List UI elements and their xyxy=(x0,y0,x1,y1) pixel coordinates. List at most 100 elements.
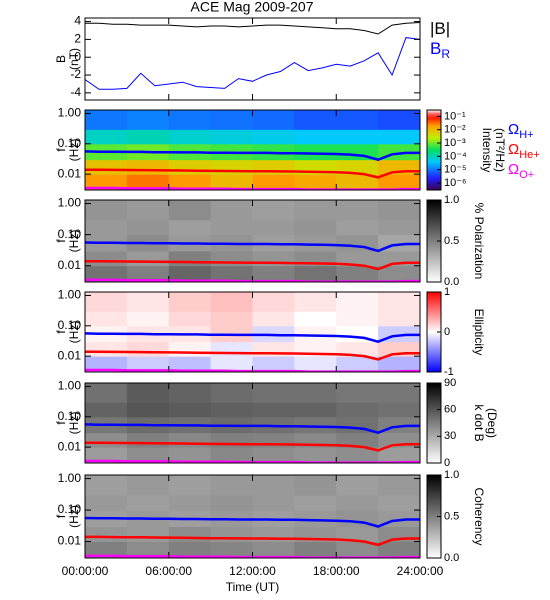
y-tick-label: 4 xyxy=(74,14,81,28)
legend-entry: ΩHe+ xyxy=(508,141,540,161)
heatmap-cell xyxy=(85,292,128,312)
heatmap-cell xyxy=(126,200,170,221)
colorbar xyxy=(426,382,442,464)
heatmap-cell xyxy=(252,174,295,190)
heatmap-cell xyxy=(85,159,128,175)
y-tick-label: 0.10 xyxy=(58,318,82,332)
heatmap-cell xyxy=(378,200,420,221)
heatmap-cell xyxy=(378,219,420,236)
y-tick-label: 0.01 xyxy=(58,439,82,453)
heatmap-cell xyxy=(336,526,379,543)
y-tick-label: 0.01 xyxy=(58,258,82,272)
x-tick-label: 12:00:00 xyxy=(229,564,276,578)
colorbar-tick-label: 0 xyxy=(444,457,450,469)
y-axis-label: (Hz) xyxy=(67,230,81,253)
heatmap-cell xyxy=(85,402,128,418)
heatmap-cell xyxy=(210,526,253,543)
heatmap-cell xyxy=(294,292,337,312)
colorbar-label: Intensity xyxy=(480,128,494,173)
heatmap-cell xyxy=(252,265,295,282)
x-tick-label: 24:00:00 xyxy=(397,564,444,578)
y-tick-label: -2 xyxy=(70,67,81,81)
y-tick-label: 0.10 xyxy=(58,136,82,150)
colorbar-label: k dot B xyxy=(472,404,486,441)
heatmap-cell xyxy=(85,219,128,236)
heatmap-cell xyxy=(378,402,420,418)
heatmap-cell xyxy=(210,402,253,418)
chart-title: ACE Mag 2009-207 xyxy=(191,0,314,15)
heatmap-cell xyxy=(336,432,379,448)
heatmap-cell xyxy=(378,383,420,403)
plot-area xyxy=(85,475,420,558)
heatmap-cell xyxy=(336,250,379,267)
heatmap-cell xyxy=(168,292,212,312)
heatmap-cell xyxy=(126,447,170,463)
legend-entry: ΩH+ xyxy=(508,121,534,141)
heatmap-cell xyxy=(252,292,295,312)
heatmap-cell xyxy=(252,200,295,221)
colorbar-tick-label: 10⁻² xyxy=(444,124,466,136)
heatmap-cell xyxy=(252,402,295,418)
heatmap-cell xyxy=(378,495,420,511)
y-tick-label: 0.10 xyxy=(58,409,82,423)
heatmap-cell xyxy=(210,475,253,496)
x-axis-label: Time (UT) xyxy=(226,580,280,594)
heatmap-cell xyxy=(336,292,379,312)
heatmap-cell xyxy=(294,402,337,418)
heatmap-cell xyxy=(126,265,170,282)
heatmap-cell xyxy=(85,495,128,511)
heatmap-cell xyxy=(168,526,212,543)
panel: 90 60 30 0 k dot B (Deg) 1.00 0.10 0.01 f (Hz) xyxy=(54,377,499,469)
series-line xyxy=(85,350,420,361)
heatmap-cell xyxy=(168,219,212,236)
heatmap-cell xyxy=(294,541,337,558)
heatmap-cell xyxy=(336,475,379,496)
series-line xyxy=(85,332,420,344)
y-tick-label: 0 xyxy=(74,49,81,63)
heatmap-cell xyxy=(336,495,379,511)
heatmap-cell xyxy=(85,341,128,357)
colorbar-tick-label: 0 xyxy=(444,326,450,338)
y-tick-label: 1.00 xyxy=(58,196,82,210)
heatmap-cell xyxy=(294,416,337,434)
colorbar-label: Ellipticity xyxy=(472,309,486,356)
heatmap-cell xyxy=(85,447,128,463)
heatmap-cell xyxy=(126,250,170,267)
heatmap-cell xyxy=(168,475,212,496)
heatmap-cell xyxy=(252,311,295,327)
heatmap-cell xyxy=(168,311,212,327)
heatmap-cell xyxy=(378,265,420,282)
heatmap-cell xyxy=(294,129,337,145)
y-axis-label: f xyxy=(54,239,68,243)
heatmap-cell xyxy=(126,341,170,357)
panel: 10⁻¹ 10⁻²10⁻³10⁻⁴ 10⁻⁵10⁻⁶ Intensity (nT²/Hz… xyxy=(54,106,507,191)
y-tick-label: 0.10 xyxy=(58,502,82,516)
heatmap-cell xyxy=(85,356,128,372)
series-line xyxy=(85,423,420,435)
heatmap-cell xyxy=(210,356,253,372)
heatmap-cell xyxy=(210,383,253,403)
plot-area xyxy=(85,22,420,90)
heatmap-cell xyxy=(210,219,253,236)
heatmap-cell xyxy=(294,447,337,463)
heatmap-cell xyxy=(168,383,212,403)
heatmap-cell xyxy=(126,356,170,372)
heatmap-cell xyxy=(168,265,212,282)
y-tick-label: 1.00 xyxy=(58,471,82,485)
heatmap-cell xyxy=(126,129,170,145)
y-axis-label: (Hz) xyxy=(67,321,81,344)
x-tick-label: 06:00:00 xyxy=(145,564,192,578)
heatmap-cell xyxy=(294,110,337,130)
y-axis-label: (Hz) xyxy=(67,139,81,162)
y-axis-label: (nT) xyxy=(67,48,81,70)
heatmap-cell xyxy=(85,110,128,130)
colorbar-tick-label: -1 xyxy=(444,366,454,378)
series-line xyxy=(85,150,420,162)
heatmap-cell xyxy=(210,495,253,511)
colorbar-tick-label: 60 xyxy=(444,404,456,416)
heatmap-cell xyxy=(85,526,128,543)
colorbar-tick-label: 0.0 xyxy=(444,276,459,288)
colorbar-tick-label: 10⁻³ xyxy=(444,137,466,149)
heatmap-cell xyxy=(378,356,420,372)
colorbar-label: % Polarization xyxy=(472,203,486,280)
